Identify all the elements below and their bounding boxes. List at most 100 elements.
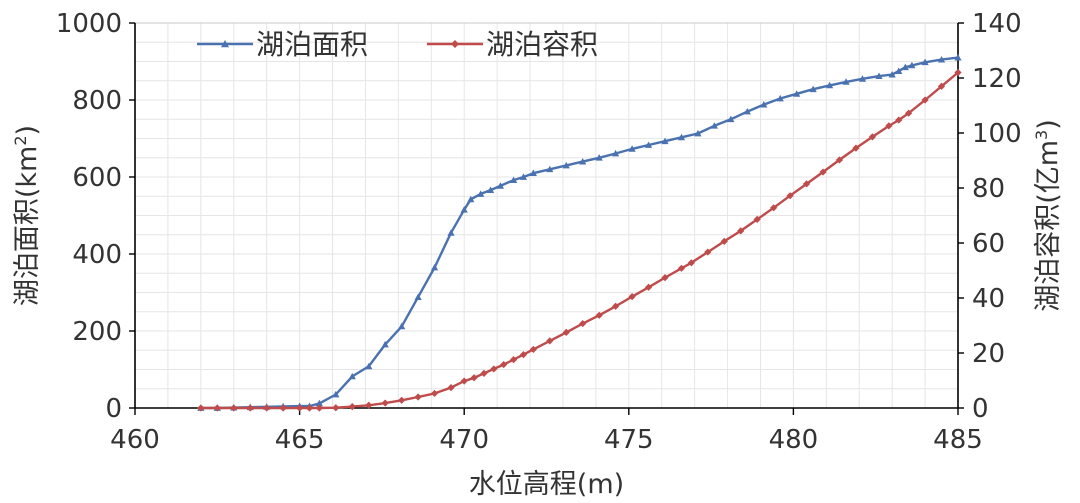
- series-0-point-23: [519, 173, 528, 180]
- series-1-point-18: [470, 374, 478, 382]
- series-1-point-26: [562, 328, 570, 336]
- series-0-point-16: [447, 229, 455, 236]
- series-0-point-44: [858, 75, 867, 82]
- series-0-point-9: [332, 390, 340, 398]
- y-right-tick-label-5: 100: [972, 119, 1022, 149]
- series-0-point-46: [888, 70, 896, 78]
- y-right-tick-label-3: 60: [972, 229, 1005, 259]
- series-1-point-2: [230, 404, 238, 412]
- series-0-point-50: [921, 58, 929, 66]
- series-0-point-21: [496, 182, 505, 189]
- series-0-point-12: [381, 340, 389, 348]
- y-left-tick-label-4: 800: [72, 86, 122, 116]
- series-1-point-25: [546, 337, 554, 345]
- series-line-0: [200, 56, 959, 410]
- series-1-point-28: [595, 311, 603, 319]
- series-line-1: [200, 71, 959, 410]
- series-0-point-8: [315, 399, 323, 407]
- series-1-point-16: [447, 384, 455, 392]
- series-0-point-19: [477, 190, 485, 197]
- x-tick-label-1: 465: [275, 425, 325, 455]
- series-0-point-11: [365, 362, 373, 370]
- tick-labels: 460 465 470 475 480 4850200400600800100002040…: [56, 9, 1022, 455]
- series-0-point-20: [486, 186, 495, 193]
- y-left-tick-label-5: 1000: [56, 9, 122, 39]
- y-left-axis-title: 湖泊面积(km2): [11, 125, 43, 306]
- series-1-point-13: [398, 396, 406, 404]
- series-1-point-31: [644, 283, 653, 291]
- series-1-point-24: [529, 345, 537, 354]
- series-0-point-39: [776, 94, 784, 102]
- series-0-point-51: [937, 55, 946, 63]
- series-1-point-12: [381, 399, 389, 407]
- series-1-point-0: [197, 404, 205, 412]
- y-right-tick-label-0: 0: [972, 394, 989, 424]
- series-0-point-45: [875, 72, 883, 80]
- y-right-tick-label-7: 140: [972, 9, 1022, 39]
- series-1-point-33: [677, 264, 686, 272]
- series-1-point-9: [332, 404, 340, 412]
- legend: 湖泊面积 湖泊容积: [197, 28, 598, 61]
- legend-item-area: 湖泊面积: [197, 28, 368, 61]
- series-0-point-15: [430, 263, 439, 271]
- series-0-point-29: [612, 149, 620, 157]
- series-1-point-42: [819, 168, 827, 176]
- y-left-tick-label-2: 400: [72, 240, 122, 270]
- series-0: [197, 54, 962, 411]
- series-1-point-51: [954, 68, 962, 77]
- series-0-point-35: [710, 122, 718, 129]
- y-right-axis-title: 湖泊容积(亿m3): [1032, 119, 1064, 312]
- series-1-point-22: [509, 356, 518, 364]
- series-1-point-32: [661, 274, 669, 282]
- legend-marker-area: [221, 40, 229, 48]
- series-0-point-42: [826, 81, 834, 89]
- series-0-point-14: [414, 293, 422, 300]
- series-0-point-28: [595, 154, 603, 161]
- y-left-axis-title-text: 湖泊面积(km: [12, 146, 43, 306]
- series-0-point-10: [348, 372, 356, 380]
- series-1-point-10: [348, 403, 356, 411]
- series-1-point-20: [490, 365, 498, 373]
- series-0-point-17: [460, 206, 468, 213]
- y-right-tick-label-1: 20: [972, 339, 1005, 369]
- series-1-point-21: [500, 360, 508, 369]
- series-1-point-48: [905, 109, 913, 117]
- series-0-point-34: [694, 129, 702, 137]
- series-1-point-35: [704, 248, 712, 256]
- series-0-point-13: [398, 322, 406, 330]
- y-right-axis-title-text: 湖泊容积(亿m: [1033, 140, 1064, 312]
- series-0-point-43: [842, 78, 850, 85]
- grid-lines: [135, 23, 958, 408]
- axes: [129, 22, 964, 415]
- series-1-point-34: [687, 259, 695, 267]
- legend-label-volume: 湖泊容积: [486, 28, 598, 61]
- series-0-point-49: [908, 61, 916, 69]
- series-1-point-7: [305, 404, 314, 412]
- series-0-point-41: [809, 85, 817, 93]
- x-axis-title: 水位高程(m): [469, 469, 624, 500]
- y-right-axis-title-suffix: ): [1033, 119, 1064, 130]
- series-1-point-30: [628, 293, 636, 301]
- x-tick-label-4: 480: [769, 425, 819, 455]
- series-1-point-46: [885, 122, 893, 130]
- series-1-point-23: [519, 351, 528, 359]
- legend-marker-volume: [451, 40, 459, 48]
- series-1-point-8: [315, 404, 323, 412]
- y-left-tick-label-1: 200: [72, 317, 122, 347]
- x-tick-label-2: 470: [439, 425, 489, 455]
- series-1-point-41: [802, 180, 811, 188]
- series-1-point-44: [852, 144, 860, 152]
- y-left-tick-label-0: 0: [105, 394, 122, 424]
- y-right-tick-label-4: 80: [972, 174, 1005, 204]
- series-1-point-40: [786, 192, 794, 200]
- y-left-axis-title-sup: 2: [11, 135, 30, 145]
- series-1-point-27: [579, 319, 587, 328]
- series-0-point-32: [661, 137, 669, 145]
- series-1-point-5: [279, 404, 287, 412]
- series-1-point-11: [365, 401, 373, 409]
- series-0-point-52: [954, 54, 962, 61]
- series-1-point-29: [612, 302, 620, 310]
- series-0-point-24: [529, 169, 537, 177]
- series-1-point-1: [213, 404, 221, 412]
